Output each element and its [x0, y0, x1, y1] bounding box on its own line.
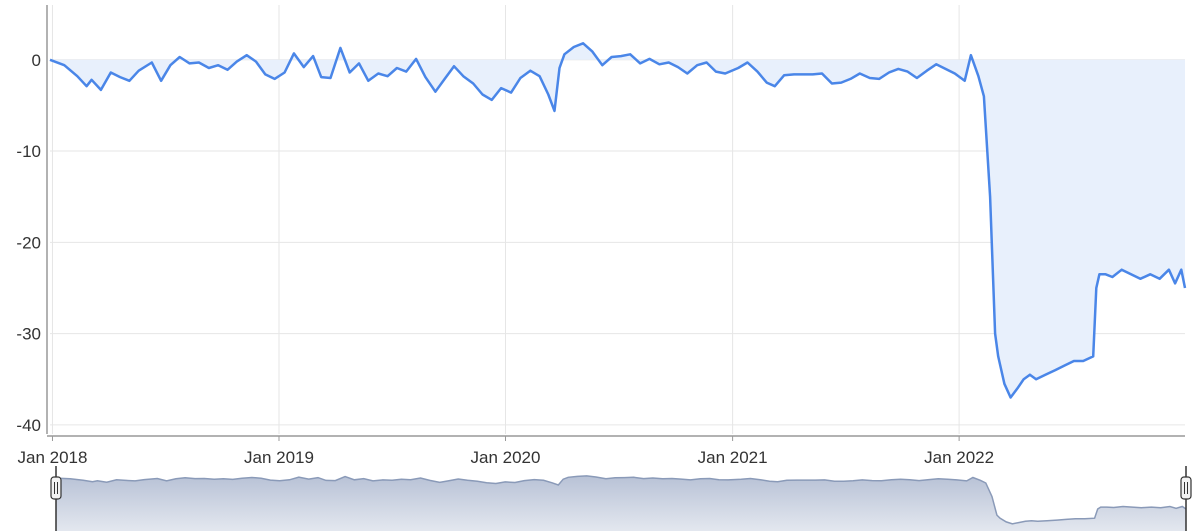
- x-tick-label: Jan 2018: [18, 448, 88, 467]
- navigator-line: [55, 475, 1187, 525]
- series-line: [49, 42, 1187, 399]
- x-tick-label: Jan 2021: [698, 448, 768, 467]
- x-tick-label: Jan 2020: [471, 448, 541, 467]
- navigator-handle-left-grip[interactable]: [50, 476, 62, 500]
- y-tick-label: -10: [16, 142, 41, 161]
- gridlines: [50, 5, 1185, 434]
- y-tick-label: 0: [32, 51, 41, 70]
- plot-area: [49, 42, 1187, 399]
- series-area: [50, 43, 1185, 398]
- y-tick-label: -20: [16, 233, 41, 252]
- navigator[interactable]: [50, 466, 1192, 531]
- x-tick-label: Jan 2019: [244, 448, 314, 467]
- navigator-area: [56, 475, 1186, 531]
- y-axis: 0 -10 -20 -30 -40: [16, 5, 48, 435]
- y-tick-label: -40: [16, 416, 41, 435]
- x-axis: Jan 2018 Jan 2019 Jan 2020 Jan 2021 Jan 2022: [18, 435, 1185, 467]
- y-tick-label: -30: [16, 325, 41, 344]
- navigator-handle-left[interactable]: [50, 476, 62, 500]
- x-tick-label: Jan 2022: [924, 448, 994, 467]
- navigator-handle-right-grip[interactable]: [1180, 476, 1192, 500]
- navigator-handle-right[interactable]: [1180, 476, 1192, 500]
